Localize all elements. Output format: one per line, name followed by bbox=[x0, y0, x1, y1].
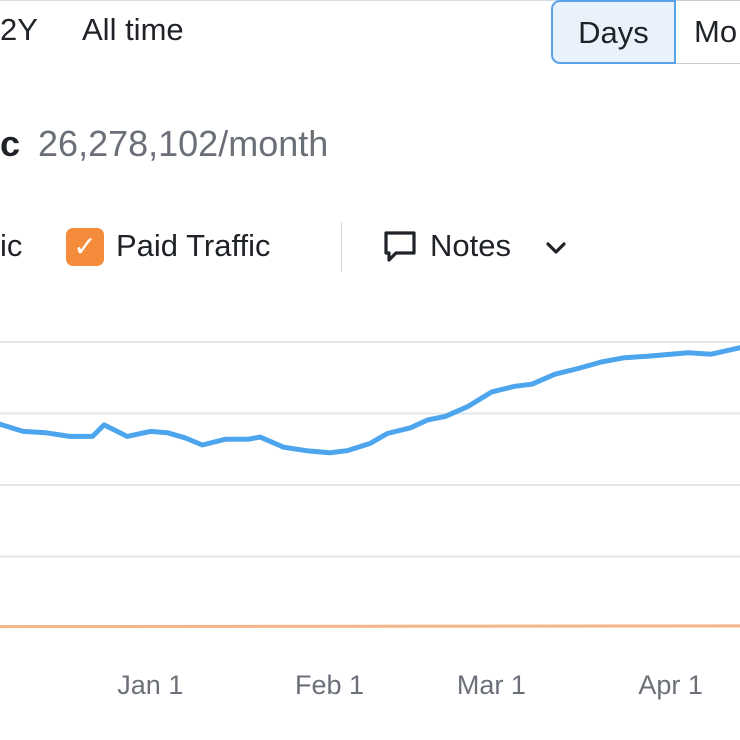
range-2y-option[interactable]: 2Y bbox=[0, 12, 38, 47]
days-toggle-button[interactable]: Days bbox=[551, 0, 676, 64]
metric-name: c bbox=[0, 123, 21, 164]
range-all-time-option[interactable]: All time bbox=[82, 12, 184, 47]
legend-paid-label: Paid Traffic bbox=[116, 228, 271, 263]
traffic-headline: c 26,278,102/month bbox=[0, 120, 328, 176]
paid-traffic-line[interactable] bbox=[0, 624, 740, 629]
legend-organic-label: ic bbox=[0, 228, 23, 263]
x-tick-label: Apr 1 bbox=[638, 670, 703, 700]
check-icon[interactable]: ✓ bbox=[66, 228, 104, 266]
chart-series bbox=[0, 345, 740, 629]
legend: ic ✓ Paid Traffic bbox=[0, 222, 740, 272]
toolbar-top-border bbox=[0, 0, 740, 1]
months-toggle-button[interactable]: Mo bbox=[676, 0, 740, 64]
x-tick-label: Feb 1 bbox=[295, 670, 364, 700]
traffic-chart: Jan 1 Feb 1 Mar 1 Apr 1 bbox=[0, 341, 740, 700]
legend-divider bbox=[341, 222, 342, 272]
chevron-down-icon[interactable] bbox=[542, 233, 570, 261]
notes-label: Notes bbox=[430, 228, 511, 263]
x-axis-ticks: Jan 1 Feb 1 Mar 1 Apr 1 bbox=[117, 670, 703, 700]
chart-gridlines bbox=[0, 341, 740, 558]
x-tick-label: Jan 1 bbox=[117, 670, 183, 700]
organic-traffic-line[interactable] bbox=[0, 345, 740, 456]
legend-organic-traffic[interactable]: ic bbox=[0, 222, 22, 272]
x-tick-label: Mar 1 bbox=[457, 670, 526, 700]
speech-bubble-icon bbox=[384, 231, 416, 262]
metric-value: 26,278,102/month bbox=[38, 123, 329, 164]
